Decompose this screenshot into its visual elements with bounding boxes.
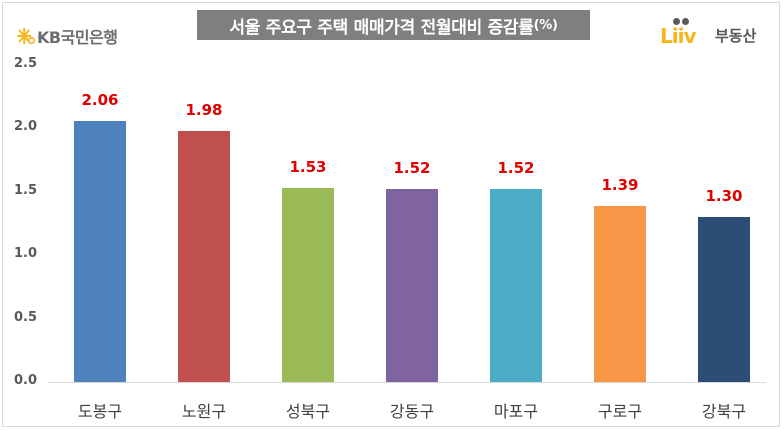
bar (178, 130, 230, 382)
chart-title-unit: (%) (533, 17, 558, 33)
x-category-label: 도봉구 (77, 402, 123, 421)
x-category-label: 성북구 (285, 402, 331, 421)
bar (698, 217, 750, 382)
liiv-logo-text: 부동산 (715, 27, 757, 45)
y-tick-label: 0.0 (14, 373, 38, 388)
x-category-label: 노원구 (181, 402, 227, 421)
y-tick-label: 2.0 (14, 119, 38, 135)
liiv-dot-icon (682, 18, 689, 25)
bar (282, 187, 334, 382)
bar (490, 189, 542, 382)
data-label: 1.39 (601, 175, 639, 194)
y-tick-label: 1.0 (14, 246, 38, 262)
y-tick-label: 1.5 (14, 182, 38, 198)
x-category-label: 강동구 (389, 402, 435, 421)
liiv-mark-icon: Liiv (660, 18, 712, 46)
liiv-logo: Liiv 부동산 (660, 18, 756, 46)
x-axis-line (48, 382, 766, 383)
bar (74, 120, 126, 382)
chart-title-text: 서울 주요구 주택 매매가격 전월대비 증감률 (229, 17, 534, 38)
x-category-label: 구로구 (597, 402, 643, 421)
data-label: 1.52 (393, 159, 431, 178)
x-category-label: 마포구 (493, 402, 539, 421)
chart-title: 서울 주요구 주택 매매가격 전월대비 증감률 (%) (197, 10, 590, 40)
kb-star-icon (17, 27, 35, 45)
data-label: 2.06 (81, 90, 119, 109)
bar (594, 205, 646, 382)
data-label: 1.52 (497, 159, 535, 178)
data-label: 1.98 (185, 100, 223, 119)
y-tick-label: 2.5 (14, 56, 38, 71)
liiv-word: Liiv (660, 24, 696, 48)
y-tick-label: 0.5 (14, 309, 38, 325)
x-category-label: 강북구 (701, 402, 747, 421)
liiv-dot-icon (673, 18, 680, 25)
kb-logo-text: KB국민은행 (37, 28, 118, 47)
bar (386, 189, 438, 382)
data-label: 1.30 (705, 187, 743, 206)
kb-bank-logo: KB국민은행 (17, 24, 118, 48)
data-label: 1.53 (289, 157, 327, 176)
